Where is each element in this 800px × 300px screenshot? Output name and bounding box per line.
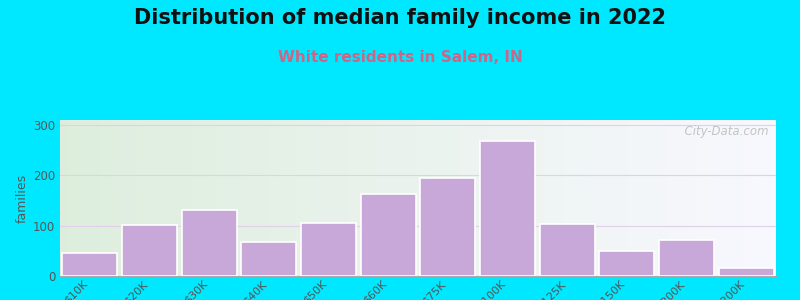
Bar xyxy=(659,240,714,276)
Bar xyxy=(62,254,118,276)
Bar xyxy=(122,225,177,276)
Bar xyxy=(480,141,535,276)
Bar xyxy=(420,178,475,276)
Bar xyxy=(718,268,774,276)
Text: White residents in Salem, IN: White residents in Salem, IN xyxy=(278,50,522,64)
Text: Distribution of median family income in 2022: Distribution of median family income in … xyxy=(134,8,666,28)
Bar xyxy=(182,210,237,276)
Bar xyxy=(599,251,654,276)
Y-axis label: families: families xyxy=(16,173,29,223)
Bar xyxy=(242,242,296,276)
Bar xyxy=(540,224,594,276)
Bar xyxy=(301,223,356,276)
Text: City-Data.com: City-Data.com xyxy=(678,125,769,138)
Bar xyxy=(361,194,416,276)
